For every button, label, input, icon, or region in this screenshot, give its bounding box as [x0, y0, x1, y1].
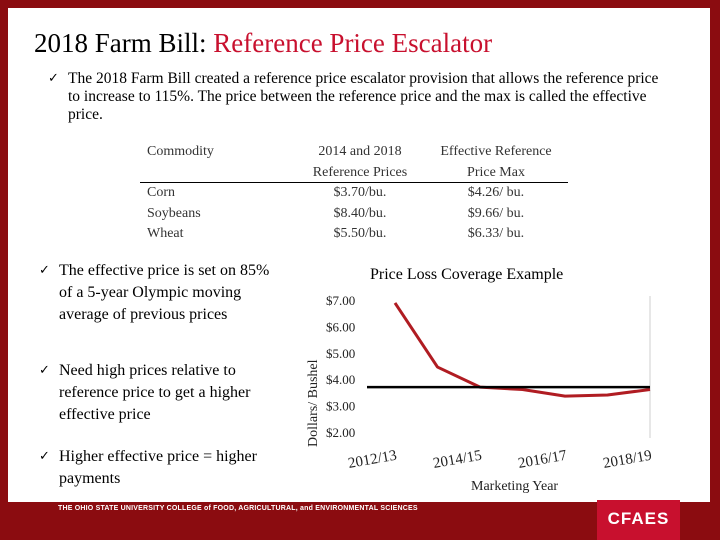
table-header-commodity: Commodity [147, 144, 214, 159]
table-commodity-column: Commodity Corn Soybeans Wheat [147, 142, 214, 245]
footer-university: THE OHIO STATE UNIVERSITY COLLEGE of FOO… [58, 505, 418, 512]
x-tick-label: 2014/15 [432, 448, 483, 472]
title-accent: Reference Price Escalator [213, 28, 493, 58]
table-cell: $4.26/ bu. [467, 185, 525, 200]
table-reference-column: 2014 and 2018 Reference Prices $3.70/bu.… [300, 142, 420, 245]
x-tick-label: 2016/17 [517, 448, 569, 472]
table-cell: $3.70/bu. [333, 185, 387, 200]
x-tick-label: 2012/13 [347, 448, 398, 472]
table-header-rule [140, 182, 568, 183]
table-header-max: Price Max [467, 164, 525, 180]
title-main: 2018 Farm Bill: [34, 28, 207, 58]
intro-bullet-text: The 2018 Farm Bill created a reference p… [68, 70, 659, 123]
bullet-text: Higher effective price = higher payments [59, 448, 257, 487]
y-tick-label: $4.00 [326, 372, 355, 387]
slide [8, 8, 710, 502]
table-cell: Wheat [147, 226, 184, 241]
bullet-text: Need high prices relative to reference p… [59, 362, 251, 423]
y-axis-title: Dollars/ Bushel [306, 359, 321, 447]
y-tick-label: $6.00 [326, 319, 355, 334]
table-max-column: Effective Reference Price Max $4.26/ bu.… [425, 142, 567, 245]
bullet-high-prices: ✓ Need high prices relative to reference… [39, 360, 274, 426]
table-cell: $9.66/ bu. [467, 205, 525, 221]
y-tick-label: $3.00 [326, 399, 355, 414]
y-tick-label: $5.00 [326, 346, 355, 361]
x-axis-title: Marketing Year [471, 479, 558, 494]
checkmark-icon: ✓ [39, 363, 50, 378]
bullet-higher-payments: ✓ Higher effective price = higher paymen… [39, 446, 274, 490]
table-header-max: Effective Reference [440, 144, 552, 159]
bullet-text: The effective price is set on 85% of a 5… [59, 262, 270, 323]
y-tick-label: $7.00 [326, 293, 355, 308]
checkmark-icon: ✓ [39, 263, 50, 278]
table-header-reference: 2014 and 2018 [318, 144, 402, 159]
table-cell: Corn [147, 185, 175, 200]
slide-title: 2018 Farm Bill: Reference Price Escalato… [34, 28, 492, 59]
x-tick-label: 2018/19 [602, 448, 653, 472]
table-cell: $5.50/bu. [333, 226, 387, 241]
price-line [393, 302, 651, 398]
checkmark-icon: ✓ [39, 449, 50, 464]
table-cell: $8.40/bu. [333, 205, 387, 221]
y-tick-label: $2.00 [326, 425, 355, 440]
table-cell: $6.33/ bu. [467, 226, 525, 241]
cfaes-logo: CFAES [597, 500, 680, 540]
bullet-olympic-average: ✓ The effective price is set on 85% of a… [39, 260, 274, 326]
table-cell: Soybeans [147, 205, 201, 221]
chart-title: Price Loss Coverage Example [370, 266, 564, 283]
table-header-reference: Reference Prices [312, 164, 408, 180]
checkmark-icon: ✓ [48, 71, 59, 86]
intro-bullet: ✓ The 2018 Farm Bill created a reference… [48, 70, 668, 124]
